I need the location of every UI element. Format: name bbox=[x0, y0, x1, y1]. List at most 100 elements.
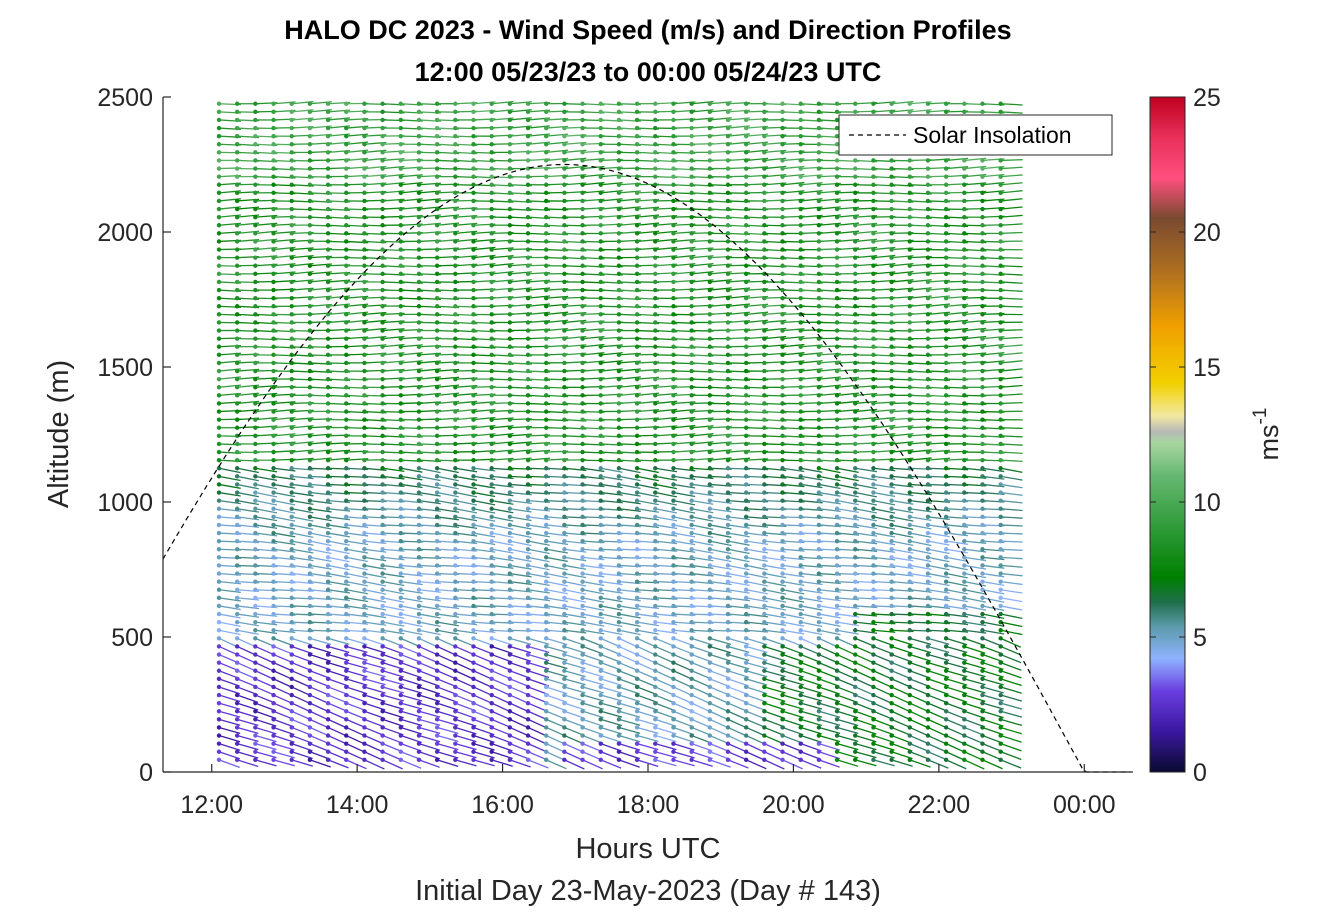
wind-vector-origin bbox=[580, 223, 584, 227]
wind-vector-origin bbox=[235, 272, 239, 276]
wind-vector-origin bbox=[471, 466, 475, 470]
wind-vector-origin bbox=[526, 377, 530, 381]
wind-vector-origin bbox=[399, 482, 403, 486]
wind-vector-origin bbox=[399, 264, 403, 268]
wind-vector-origin bbox=[599, 158, 603, 162]
wind-vector-origin bbox=[708, 255, 712, 259]
wind-vector-origin bbox=[508, 563, 512, 567]
wind-vector-origin bbox=[344, 685, 348, 689]
wind-vector-origin bbox=[744, 223, 748, 227]
wind-vector-origin bbox=[671, 353, 675, 357]
wind-vector-origin bbox=[489, 725, 493, 729]
wind-vector-origin bbox=[362, 701, 366, 705]
wind-vector-origin bbox=[326, 247, 330, 251]
wind-vector-origin bbox=[326, 717, 330, 721]
wind-vector-origin bbox=[362, 320, 366, 324]
wind-vector-origin bbox=[580, 612, 584, 616]
wind-vector-origin bbox=[417, 628, 421, 632]
wind-vector-origin bbox=[435, 296, 439, 300]
wind-vector-origin bbox=[308, 571, 312, 575]
wind-vector-origin bbox=[689, 434, 693, 438]
wind-vector-origin bbox=[489, 669, 493, 673]
wind-vector-origin bbox=[344, 669, 348, 673]
wind-vector-origin bbox=[508, 369, 512, 373]
wind-vector-origin bbox=[380, 199, 384, 203]
wind-vector-origin bbox=[489, 247, 493, 251]
wind-vector-origin bbox=[290, 150, 294, 154]
wind-vector-origin bbox=[362, 369, 366, 373]
wind-vector-origin bbox=[617, 191, 621, 195]
wind-vector-origin bbox=[689, 523, 693, 527]
wind-vector-origin bbox=[217, 215, 221, 219]
wind-vector-origin bbox=[617, 717, 621, 721]
wind-vector-origin bbox=[635, 588, 639, 592]
wind-vector-origin bbox=[599, 118, 603, 122]
wind-vector-origin bbox=[689, 515, 693, 519]
wind-vector-origin bbox=[489, 523, 493, 527]
wind-vector-origin bbox=[526, 685, 530, 689]
wind-vector-origin bbox=[599, 555, 603, 559]
wind-vector-origin bbox=[508, 701, 512, 705]
wind-vector-origin bbox=[526, 636, 530, 640]
wind-vector-origin bbox=[508, 515, 512, 519]
wind-vector-origin bbox=[726, 150, 730, 154]
wind-vector-origin bbox=[235, 620, 239, 624]
wind-vector-origin bbox=[489, 515, 493, 519]
wind-vector-origin bbox=[617, 458, 621, 462]
wind-vector-origin bbox=[235, 588, 239, 592]
wind-vector-origin bbox=[290, 174, 294, 178]
wind-vector-origin bbox=[599, 507, 603, 511]
wind-vector-origin bbox=[671, 102, 675, 106]
wind-vector-origin bbox=[344, 701, 348, 705]
wind-vector-origin bbox=[435, 150, 439, 154]
wind-vector-origin bbox=[453, 555, 457, 559]
wind-vector-origin bbox=[708, 507, 712, 511]
wind-vector-origin bbox=[362, 142, 366, 146]
wind-vector-origin bbox=[635, 660, 639, 664]
wind-vector-origin bbox=[290, 199, 294, 203]
wind-vector-origin bbox=[726, 733, 730, 737]
wind-vector-origin bbox=[253, 733, 257, 737]
wind-vector-origin bbox=[399, 385, 403, 389]
wind-vector-origin bbox=[508, 401, 512, 405]
wind-vector-origin bbox=[380, 223, 384, 227]
wind-vector-origin bbox=[380, 547, 384, 551]
wind-vector-origin bbox=[362, 620, 366, 624]
wind-vector-origin bbox=[417, 199, 421, 203]
wind-vector-origin bbox=[253, 393, 257, 397]
wind-vector-origin bbox=[253, 199, 257, 203]
wind-vector-origin bbox=[708, 426, 712, 430]
wind-vector-origin bbox=[417, 750, 421, 754]
wind-vector-origin bbox=[671, 393, 675, 397]
wind-vector-origin bbox=[344, 515, 348, 519]
wind-vector-origin bbox=[435, 604, 439, 608]
wind-vector-origin bbox=[562, 547, 566, 551]
wind-vector-origin bbox=[417, 644, 421, 648]
wind-vector-origin bbox=[617, 466, 621, 470]
wind-vector-origin bbox=[726, 644, 730, 648]
wind-vector-origin bbox=[290, 110, 294, 114]
wind-vector-origin bbox=[671, 588, 675, 592]
wind-vector-origin bbox=[380, 272, 384, 276]
wind-vector-origin bbox=[689, 709, 693, 713]
wind-vector-origin bbox=[344, 158, 348, 162]
wind-vector-origin bbox=[708, 345, 712, 349]
wind-vector-origin bbox=[435, 628, 439, 632]
wind-vector-origin bbox=[271, 304, 275, 308]
wind-vector-origin bbox=[708, 717, 712, 721]
wind-vector-origin bbox=[562, 539, 566, 543]
wind-vector-origin bbox=[471, 523, 475, 527]
wind-vector-origin bbox=[308, 126, 312, 130]
wind-vector-origin bbox=[271, 547, 275, 551]
wind-vector-origin bbox=[271, 652, 275, 656]
wind-vector-origin bbox=[508, 320, 512, 324]
wind-vector-origin bbox=[508, 523, 512, 527]
wind-vector-origin bbox=[471, 361, 475, 365]
wind-vector-origin bbox=[744, 660, 748, 664]
wind-vector-origin bbox=[271, 434, 275, 438]
wind-vector-origin bbox=[380, 231, 384, 235]
wind-vector-origin bbox=[708, 134, 712, 138]
wind-vector-origin bbox=[399, 498, 403, 502]
wind-vector-origin bbox=[635, 474, 639, 478]
wind-vector-origin bbox=[253, 312, 257, 316]
